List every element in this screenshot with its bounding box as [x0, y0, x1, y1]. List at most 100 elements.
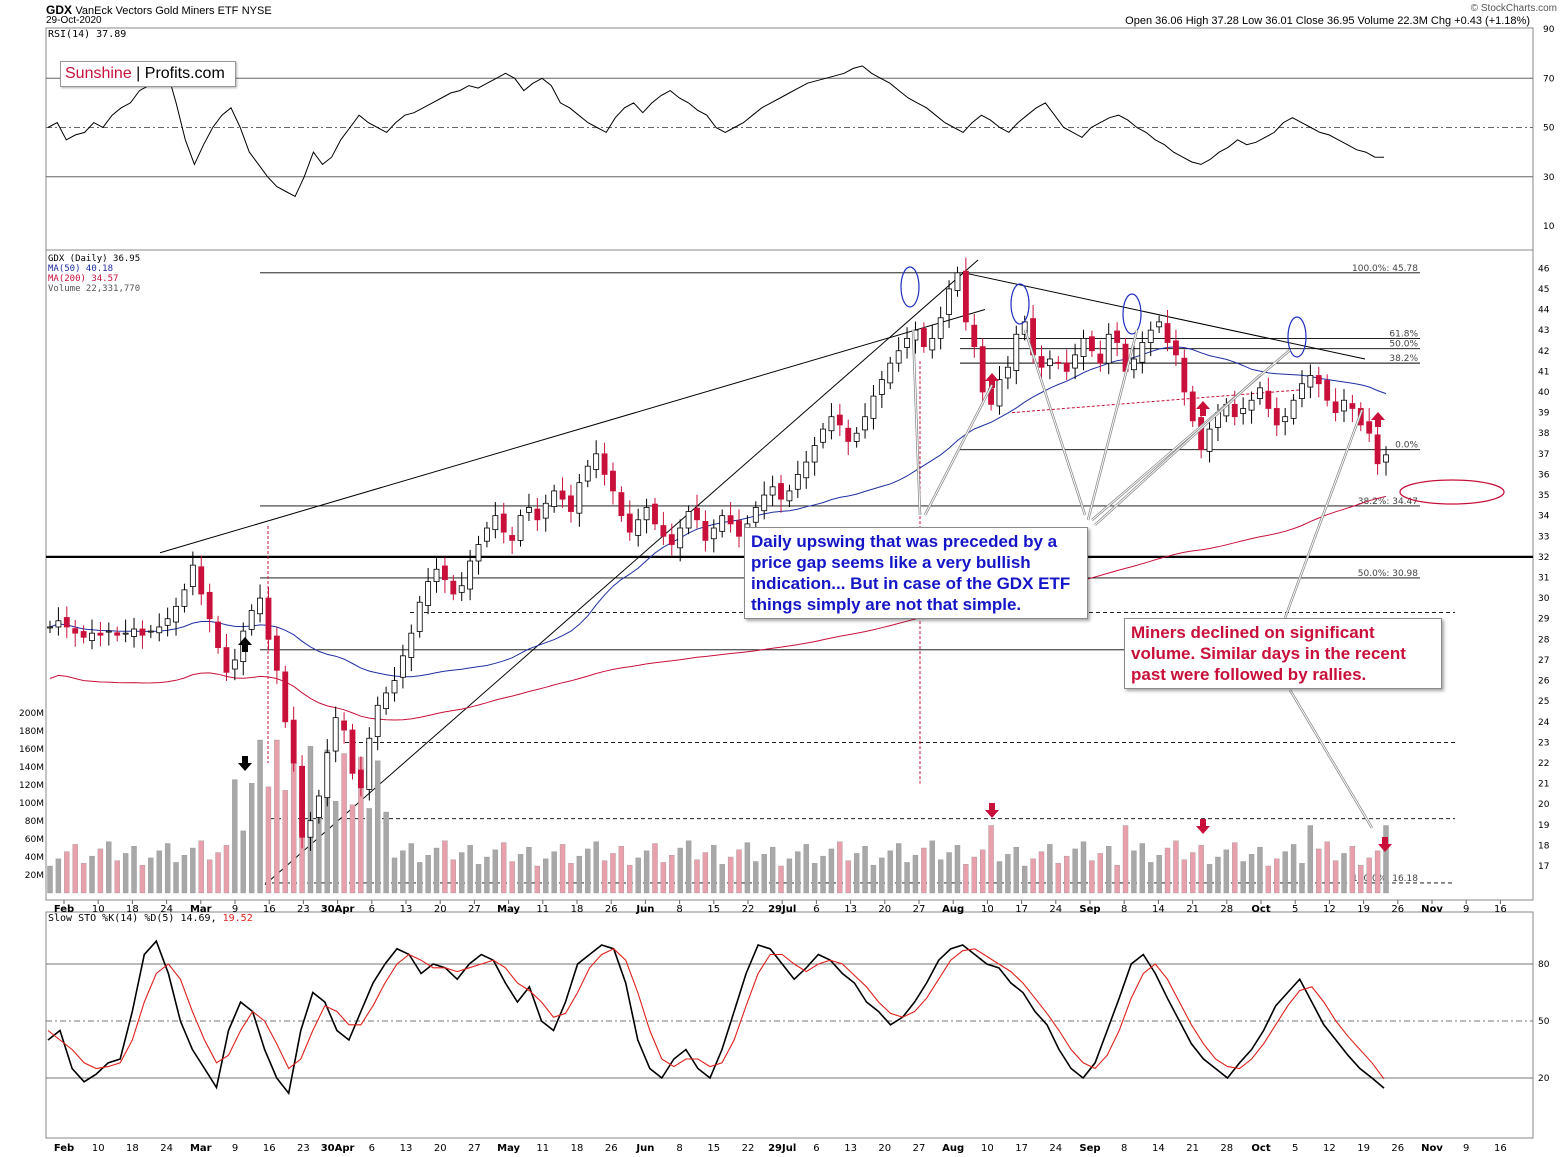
candle-body: [139, 628, 146, 636]
candle-body: [836, 414, 843, 426]
volume-bar: [929, 840, 935, 894]
legend-ma50: MA(50) 40.18: [48, 264, 114, 274]
volume-bar: [786, 858, 793, 894]
candle-body: [1181, 357, 1188, 393]
volume-bar: [1299, 863, 1305, 894]
candle-body: [156, 626, 163, 634]
x-axis-label-bottom: 18: [126, 1143, 139, 1154]
volume-bar: [375, 760, 381, 894]
candle-body: [63, 617, 70, 628]
candle-body: [114, 632, 121, 636]
x-axis-label: 16: [1494, 904, 1507, 915]
price-tick-label: 33: [1538, 532, 1549, 542]
volume-bar: [543, 858, 549, 894]
candle-body: [341, 720, 348, 731]
price-tick-label: 28: [1538, 635, 1550, 645]
price-tick-label: 39: [1538, 409, 1550, 419]
volume-bar: [64, 851, 70, 894]
volume-tick-label: 140M: [19, 763, 44, 773]
volume-bar: [1089, 860, 1095, 894]
volume-bar: [484, 856, 490, 894]
candle-body: [1248, 399, 1255, 411]
candle-body: [282, 671, 289, 723]
volume-bar: [475, 864, 482, 894]
x-axis-label: Mar: [190, 904, 212, 915]
candle-body: [425, 581, 432, 606]
candle-body: [1156, 321, 1163, 328]
candle-body: [517, 515, 524, 541]
candle-body: [786, 490, 793, 502]
candle-body: [273, 635, 280, 671]
candle-body: [811, 445, 818, 463]
volume-tick-label: 80M: [25, 817, 44, 827]
candle-body: [366, 737, 373, 790]
volume-tick-label: 120M: [19, 781, 44, 791]
volume-bar: [1215, 856, 1221, 894]
volume-bar: [467, 845, 473, 894]
price-tick-label: 36: [1538, 470, 1550, 480]
fib-label: 61.8%: [1389, 329, 1418, 339]
red-down-arrow: [1378, 837, 1392, 852]
symbol: GDX: [46, 3, 73, 17]
ma200-line: [49, 495, 1387, 721]
callout-pointer-inner: [924, 384, 993, 516]
price-tick-label: 30: [1538, 594, 1550, 604]
volume-bar: [904, 862, 910, 894]
volume-bar: [114, 860, 120, 894]
price-tick-label: 19: [1538, 821, 1550, 831]
volume-bar: [1332, 860, 1339, 894]
x-axis-label: 30Apr: [321, 904, 355, 915]
volume-bar: [333, 801, 339, 894]
volume-bar: [47, 865, 53, 894]
volume-bar: [425, 855, 431, 894]
candle-body: [1198, 417, 1205, 451]
price-tick-label: 45: [1538, 285, 1549, 295]
candle-body: [1257, 387, 1263, 399]
candle-body: [820, 428, 826, 443]
price-tick-label: 23: [1538, 738, 1549, 748]
candle-body: [996, 379, 1003, 407]
x-axis-label: 26: [605, 904, 618, 915]
candle-body: [1383, 454, 1389, 463]
x-axis-label-bottom: 13: [844, 1143, 857, 1154]
volume-bar: [610, 853, 616, 894]
price-tick-label: 31: [1538, 574, 1549, 584]
volume-bar: [164, 843, 171, 894]
candle-body: [1046, 358, 1053, 366]
callout-pointer-inner: [912, 329, 921, 516]
candle-body: [509, 535, 516, 541]
x-axis-label: 9: [1463, 904, 1469, 915]
candle-body: [887, 362, 894, 384]
volume-tick-label: 100M: [19, 799, 44, 809]
volume-bar: [509, 861, 515, 894]
sto-d-line: [47, 948, 1385, 1080]
x-axis-label-bottom: 22: [742, 1143, 755, 1154]
candle-body: [895, 350, 902, 364]
volume-bar: [761, 854, 767, 894]
red-up-arrow: [1196, 401, 1210, 416]
volume-bar: [946, 852, 952, 894]
volume-bar: [181, 855, 188, 894]
volume-bar: [1013, 846, 1019, 894]
sto-k-line: [47, 939, 1385, 1096]
x-axis-label: 22: [742, 904, 755, 915]
rsi-line: [47, 65, 1385, 198]
candle-body: [80, 631, 87, 638]
x-axis-label-bottom: Sep: [1079, 1143, 1100, 1154]
volume-bar: [1164, 847, 1171, 894]
candle-body: [1349, 403, 1356, 409]
volume-bar: [744, 842, 751, 894]
volume-bar: [1064, 855, 1070, 894]
x-axis-label: 27: [468, 904, 481, 915]
volume-bar: [1290, 844, 1297, 894]
black-down-arrow: [238, 756, 252, 771]
fib-label: 38.2%: 34.47: [1358, 497, 1418, 507]
volume-bar: [1022, 865, 1028, 894]
candle-body: [1265, 390, 1272, 409]
volume-bar: [501, 842, 507, 894]
x-axis-label: 23: [297, 904, 310, 915]
volume-tick-label: 20M: [25, 871, 44, 881]
x-axis-label: 27: [913, 904, 926, 915]
volume-bar: [618, 846, 625, 894]
volume-tick-label: 160M: [19, 745, 44, 755]
